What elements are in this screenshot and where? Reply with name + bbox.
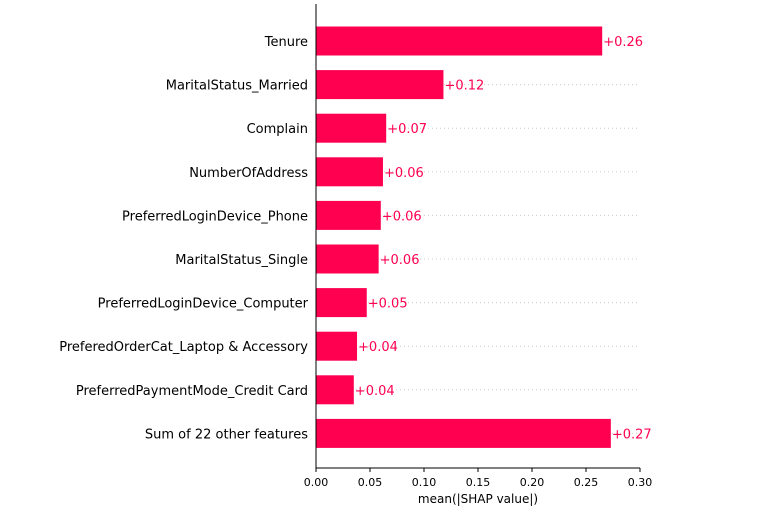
row-guides: [316, 40, 640, 434]
category-label: PreferredPaymentMode_Credit Card: [76, 384, 308, 399]
category-label: MaritalStatus_Married: [166, 79, 308, 94]
bar: [316, 200, 381, 230]
value-labels: +0.26 +0.12 +0.07 +0.06 +0.06 +0.06 +0.05 +0.04…: [355, 35, 652, 442]
value-label: +0.06: [384, 166, 424, 181]
bar: [316, 113, 387, 143]
bar: [316, 418, 611, 448]
category-label: Tenure: [264, 35, 308, 50]
value-label: +0.26: [603, 35, 643, 50]
value-label: +0.06: [380, 253, 420, 268]
x-tick-label: 0.30: [628, 476, 653, 489]
bar: [316, 331, 358, 361]
x-tick-label: 0.25: [574, 476, 599, 489]
value-label: +0.04: [355, 384, 395, 399]
x-axis-title: mean(|SHAP value|): [418, 492, 538, 506]
bar: [316, 375, 354, 405]
value-label: +0.12: [444, 79, 484, 94]
x-axis-ticks: 0.00 0.05 0.10 0.15 0.20 0.25 0.30: [304, 468, 653, 489]
bar: [316, 288, 367, 318]
category-label: Complain: [247, 122, 308, 137]
bar: [316, 157, 383, 187]
value-label: +0.05: [368, 297, 408, 312]
bar: [316, 244, 379, 274]
category-label: NumberOfAddress: [189, 166, 308, 181]
x-tick-label: 0.15: [466, 476, 491, 489]
x-tick-label: 0.00: [304, 476, 329, 489]
category-labels: Tenure MaritalStatus_Married Complain Numbe…: [59, 35, 308, 442]
category-label: PreferredLoginDevice_Phone: [122, 209, 308, 224]
category-label: PreferedOrderCat_Laptop & Accessory: [59, 340, 308, 355]
category-label: PreferredLoginDevice_Computer: [98, 297, 309, 312]
x-tick-label: 0.20: [520, 476, 545, 489]
value-label: +0.04: [358, 340, 398, 355]
category-label: MaritalStatus_Single: [175, 253, 308, 268]
bar: [316, 70, 444, 100]
category-label: Sum of 22 other features: [145, 427, 308, 442]
bars: [316, 26, 611, 448]
bar: [316, 26, 603, 56]
value-label: +0.27: [612, 427, 652, 442]
value-label: +0.07: [387, 122, 427, 137]
x-tick-label: 0.10: [412, 476, 437, 489]
x-tick-label: 0.05: [358, 476, 383, 489]
value-label: +0.06: [382, 209, 422, 224]
